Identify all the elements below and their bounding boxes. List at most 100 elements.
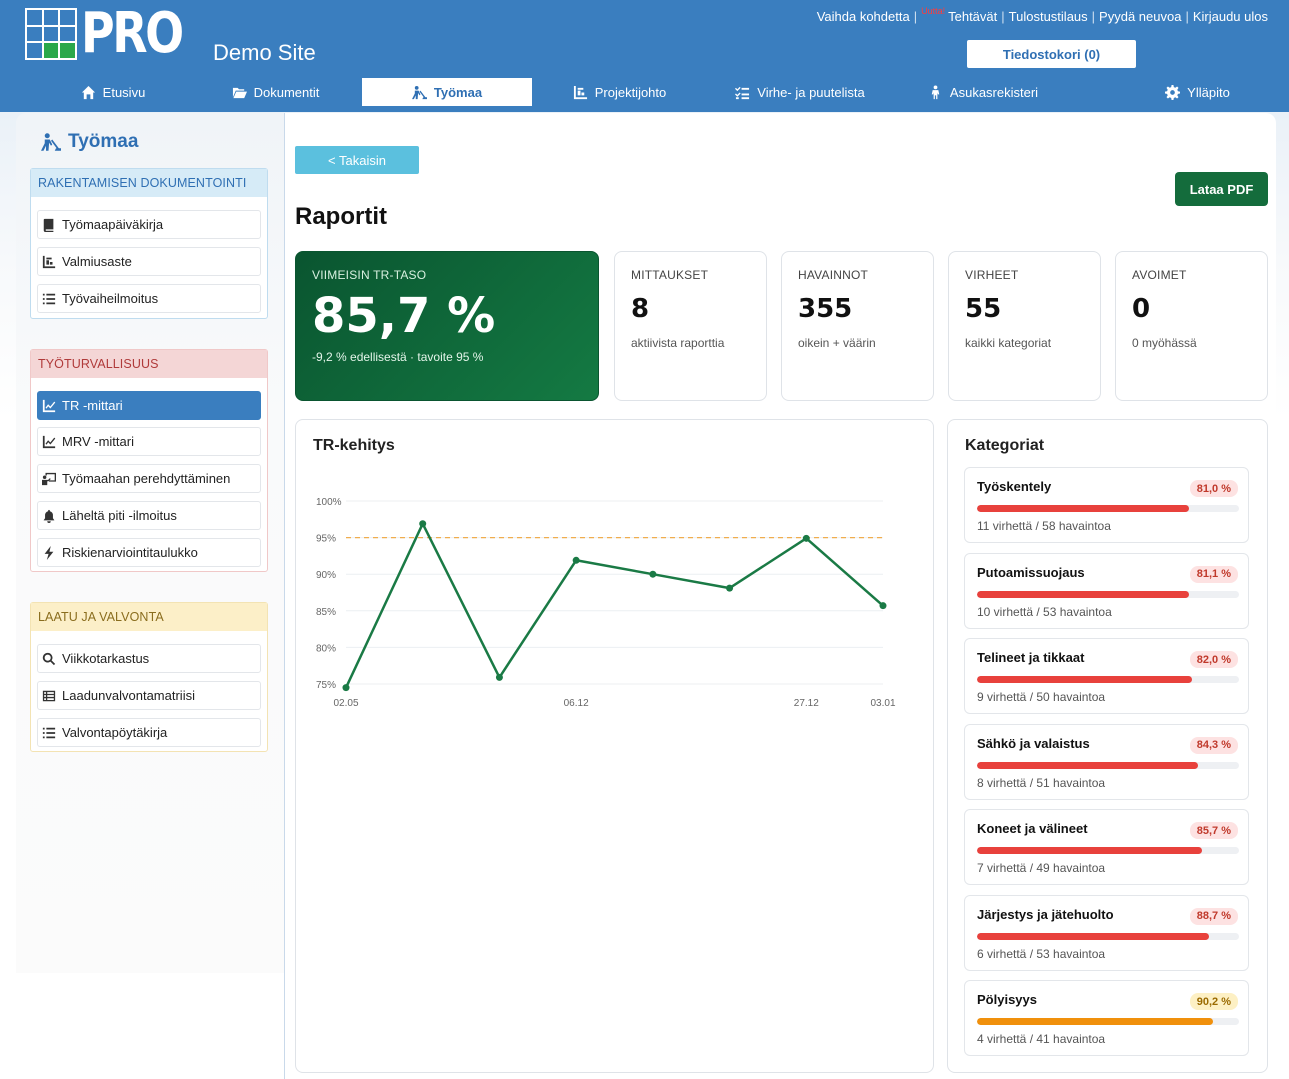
lightning-icon (44, 545, 54, 560)
category-percent-badge: 90,2 % (1189, 993, 1238, 1010)
kpi-label: AVOIMET (1132, 268, 1187, 282)
category-progress-bar (977, 590, 1239, 598)
category-percent-badge: 84,3 % (1189, 736, 1238, 754)
section-heading: RAKENTAMISEN DOKUMENTOINTI (31, 169, 267, 197)
y-tick-label: 100% (316, 497, 342, 508)
file-cart-button[interactable]: Tiedostokori (0) (967, 40, 1136, 68)
sidebar-title: Työmaa (40, 131, 138, 153)
category-progress-fill (977, 1018, 1214, 1025)
download-pdf-button[interactable]: Lataa PDF (1175, 172, 1268, 206)
category-progress-bar (977, 1018, 1239, 1025)
sidebar: Työmaa RAKENTAMISEN DOKUMENTOINTI Työmaa… (16, 113, 284, 973)
main-nav: Etusivu Dokumentit Työmaa Projektijohto … (0, 78, 1289, 106)
kpi-sub: kaikki kategoriat (965, 336, 1052, 350)
print-order-link[interactable]: Tulostustilaus (1008, 9, 1088, 24)
app-header: PRO Demo Site Vaihda kohdetta | Uutta! T… (0, 0, 1289, 112)
back-button[interactable]: < Takaisin (295, 146, 419, 174)
data-point[interactable] (342, 684, 350, 692)
sidebar-item-induction[interactable]: Työmaahan perehdyttäminen (37, 464, 261, 493)
category-item[interactable]: Koneet ja välineet 85,7 % 7 virhettä / 49 … (964, 809, 1249, 885)
kpi-sub: 0 myöhässä (1132, 336, 1197, 350)
kpi-value: 8 (631, 294, 650, 324)
sidebar-item-weekly-inspection[interactable]: Viikkotarkastus (37, 644, 261, 673)
pro-logo[interactable]: PRO (25, 6, 204, 62)
data-point[interactable] (495, 673, 503, 681)
category-item[interactable]: Telineet ja tikkaat 82,0 % 9 virhettä / 50… (964, 638, 1249, 714)
sidebar-item-phase-notice[interactable]: Työvaiheilmoitus (37, 284, 261, 313)
data-point[interactable] (802, 534, 810, 542)
change-site-link[interactable]: Vaihda kohdetta (816, 9, 910, 24)
kpi-label: VIRHEET (965, 268, 1019, 282)
nav-home[interactable]: Etusivu (58, 78, 168, 106)
line-chart-icon (42, 399, 56, 412)
sidebar-section-documentation: RAKENTAMISEN DOKUMENTOINTI Työmaapäiväki… (30, 168, 268, 319)
line-chart-icon (42, 435, 56, 448)
sidebar-item-supervision-minutes[interactable]: Valvontapöytäkirja (37, 718, 261, 747)
category-percent-badge: 81,1 % (1189, 565, 1238, 583)
data-point[interactable] (649, 570, 657, 578)
kpi-value: 55 (965, 294, 1002, 324)
list-check-icon (735, 86, 750, 99)
category-name: Työskentely (977, 479, 1052, 494)
y-tick-label: 75% (316, 680, 336, 691)
sidebar-item-mrv-meter[interactable]: MRV -mittari (37, 427, 261, 456)
y-tick-label: 85% (316, 607, 336, 618)
data-point[interactable] (726, 584, 734, 592)
data-point[interactable] (419, 520, 427, 528)
logout-link[interactable]: Kirjaudu ulos (1192, 9, 1268, 24)
category-progress-fill (977, 932, 1210, 940)
category-name: Järjestys ja jätehuolto (977, 906, 1114, 922)
category-progress-fill (977, 761, 1198, 769)
nav-project[interactable]: Projektijohto (562, 78, 677, 106)
sidebar-section-safety: TYÖTURVALLISUUS TR -mittari MRV -mittari… (30, 349, 268, 572)
sidebar-item-site-diary[interactable]: Työmaapäiväkirja (37, 210, 261, 239)
sidebar-item-tr-meter[interactable]: TR -mittari (37, 391, 261, 420)
chart-title: TR-kehitys (313, 437, 395, 454)
category-item[interactable]: Pölyisyys 90,2 % 4 virhettä / 41 havaintoa (964, 980, 1249, 1056)
category-item[interactable]: Sähkö ja valaistus 84,3 % 8 virhettä / 51 … (964, 723, 1249, 800)
sidebar-item-readiness[interactable]: Valmiusaste (37, 247, 261, 276)
kpi-sub: oikein + väärin (798, 336, 876, 350)
category-progress-bar (977, 505, 1239, 512)
data-point[interactable] (879, 602, 887, 610)
y-tick-label: 80% (316, 643, 336, 654)
sidebar-item-near-miss[interactable]: Läheltä piti -ilmoitus (37, 501, 261, 530)
category-item[interactable]: Työskentely 81,0 % 11 virhettä / 58 havain… (964, 467, 1249, 543)
nav-documents[interactable]: Dokumentit (218, 78, 333, 106)
section-heading: TYÖTURVALLISUUS (31, 350, 267, 378)
section-heading: LAATU JA VALVONTA (31, 603, 267, 631)
category-progress-fill (977, 505, 1190, 512)
x-tick-label: 27.12 (794, 698, 819, 709)
list-icon (42, 727, 56, 738)
category-percent-badge: 88,7 % (1189, 907, 1238, 925)
category-progress-fill (977, 676, 1192, 683)
nav-residents[interactable]: Asukasrekisteri (918, 78, 1048, 106)
categories-card: Kategoriat Työskentely 81,0 % 11 virhettä … (947, 419, 1268, 1073)
series-line (344, 522, 884, 689)
category-item[interactable]: Järjestys ja jätehuolto 88,7 % 6 virhettä … (964, 894, 1249, 971)
sidebar-item-quality-matrix[interactable]: Laadunvalvontamatriisi (37, 681, 261, 710)
data-point[interactable] (572, 556, 580, 564)
book-icon (43, 218, 54, 232)
sidebar-section-quality: LAATU JA VALVONTA Viikkotarkastus Laadun… (30, 602, 268, 752)
nav-admin[interactable]: Ylläpito (1150, 78, 1245, 106)
category-counts: 9 virhettä / 50 havaintoa (977, 690, 1106, 704)
ask-advice-link[interactable]: Pyydä neuvoa (1099, 9, 1182, 24)
worker-digging-icon (41, 133, 61, 151)
category-counts: 8 virhettä / 51 havaintoa (977, 775, 1106, 790)
bell-icon (43, 509, 55, 523)
category-item[interactable]: Putoamissuojaus 81,1 % 10 virhettä / 53 ha… (964, 552, 1249, 629)
tr-chart-card: TR-kehitys 75% 80% 85% 90% 95% 100% 02.05 06.12… (295, 419, 934, 1073)
sidebar-item-risk-table[interactable]: Riskienarviointitaulukko (37, 538, 261, 567)
category-percent-badge: 85,7 % (1189, 822, 1238, 839)
categories-title: Kategoriat (965, 437, 1045, 454)
category-name: Putoamissuojaus (977, 564, 1085, 580)
nav-defects[interactable]: Virhe- ja puutelista (725, 78, 875, 106)
category-progress-bar (977, 932, 1239, 940)
nav-site[interactable]: Työmaa (362, 78, 532, 106)
site-name: Demo Site (213, 40, 316, 65)
category-name: Telineet ja tikkaat (977, 650, 1085, 665)
gear-icon (1165, 84, 1181, 100)
worker-digging-icon (411, 85, 427, 99)
tasks-link[interactable]: Tehtävät (948, 9, 998, 24)
